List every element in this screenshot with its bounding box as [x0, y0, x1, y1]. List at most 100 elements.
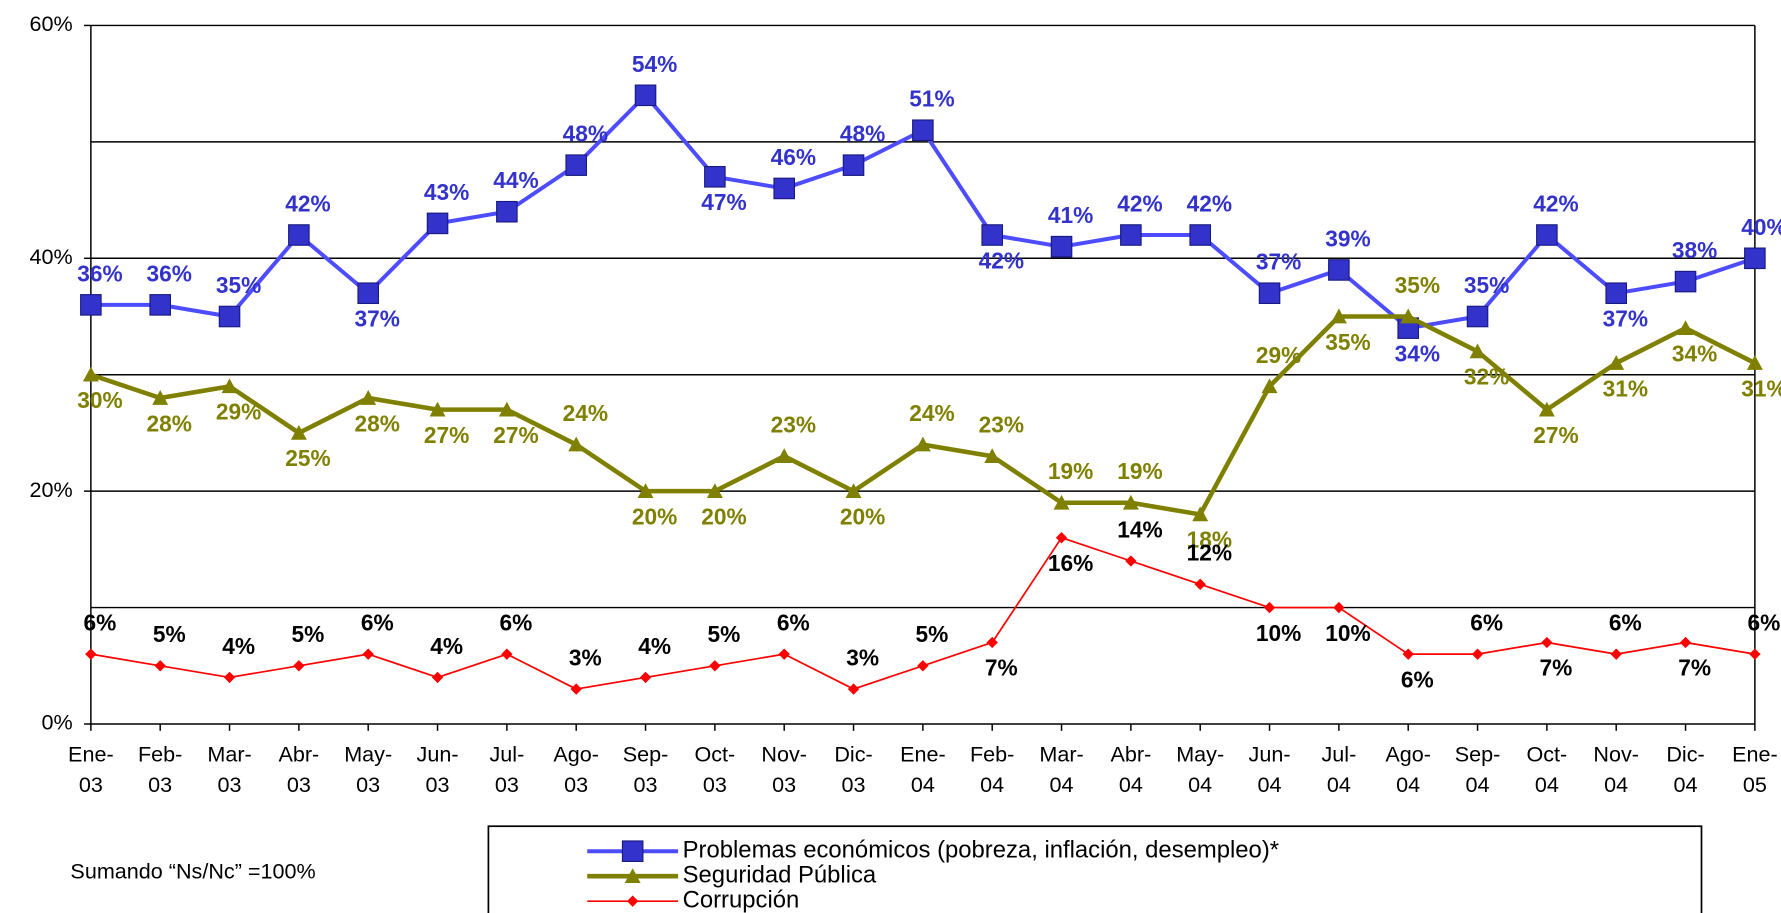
- data-label: 23%: [979, 412, 1024, 438]
- data-label: 28%: [147, 410, 192, 436]
- data-point: [773, 177, 795, 200]
- data-point: [1194, 578, 1206, 590]
- data-label: 37%: [1603, 305, 1648, 331]
- x-tick-label-box: Ene- 05: [1732, 743, 1778, 798]
- x-tick-label-box: Jul- 04: [1321, 743, 1356, 798]
- data-label: 44%: [493, 167, 538, 193]
- data-point: [1261, 378, 1278, 394]
- data-point: [1402, 648, 1414, 660]
- x-tick-label-box: Mar- 04: [1039, 743, 1083, 798]
- data-point: [704, 166, 726, 188]
- x-tick-label: May- 04: [1176, 743, 1225, 798]
- data-label: 7%: [1540, 655, 1573, 681]
- data-point: [154, 660, 166, 672]
- data-label: 43%: [424, 179, 469, 205]
- data-label: 6%: [1609, 610, 1642, 636]
- data-point: [1677, 320, 1694, 335]
- data-point: [1050, 235, 1073, 258]
- x-tick-label-box: Dic- 03: [834, 743, 873, 798]
- x-tick-label-box: Oct- 03: [694, 743, 735, 798]
- x-tick-label-box: Nov- 03: [761, 743, 807, 798]
- data-label: 18%: [1187, 527, 1232, 553]
- data-label: 10%: [1325, 620, 1370, 646]
- data-point: [1125, 555, 1137, 567]
- data-point: [634, 84, 657, 107]
- data-point: [1749, 648, 1761, 660]
- x-tick-label-box: Nov- 04: [1593, 743, 1639, 798]
- data-point: [82, 366, 99, 382]
- x-tick-label: Feb- 03: [137, 743, 183, 798]
- data-point: [149, 294, 171, 316]
- data-point: [709, 660, 721, 672]
- legend-marker: [626, 895, 639, 907]
- x-tick-label: Nov- 04: [1593, 743, 1639, 798]
- data-point: [1263, 601, 1276, 614]
- data-label: 14%: [1117, 516, 1162, 542]
- x-tick-label-box: Sep- 04: [1455, 743, 1501, 798]
- data-label: 6%: [84, 610, 117, 636]
- x-tick-label: Ene- 05: [1732, 743, 1778, 798]
- data-label: 35%: [1395, 272, 1440, 298]
- data-label: 47%: [701, 189, 746, 215]
- data-point: [1330, 308, 1347, 324]
- data-point: [429, 401, 446, 417]
- data-point: [1400, 308, 1417, 324]
- data-label: 42%: [979, 247, 1024, 273]
- x-tick-label: Dic- 03: [834, 743, 873, 798]
- data-label: 51%: [909, 86, 954, 112]
- x-tick-label-box: Jun- 03: [417, 743, 459, 798]
- data-label: 6%: [1401, 666, 1434, 692]
- data-label: 27%: [424, 422, 469, 448]
- data-point: [639, 671, 652, 684]
- data-point: [152, 390, 169, 405]
- data-point: [565, 154, 587, 176]
- data-point: [1605, 282, 1627, 305]
- x-tick-label-box: May- 04: [1176, 743, 1225, 798]
- data-point: [914, 436, 931, 452]
- data-label: 28%: [355, 410, 400, 436]
- data-point: [776, 448, 793, 464]
- data-point: [1053, 494, 1070, 510]
- legend-marker: [624, 868, 641, 884]
- x-tick-label-box: May- 03: [344, 743, 392, 798]
- data-point: [1536, 224, 1558, 246]
- data-label: 6%: [361, 610, 394, 636]
- data-point: [431, 671, 444, 684]
- data-point: [498, 401, 515, 417]
- x-tick-label-box: Feb- 03: [137, 743, 183, 798]
- data-label: 4%: [638, 633, 671, 659]
- data-label: 20%: [632, 503, 677, 529]
- data-label: 35%: [216, 272, 261, 298]
- data-point: [1471, 648, 1484, 660]
- data-label: 3%: [569, 645, 602, 671]
- data-point: [496, 200, 518, 223]
- x-tick-label: Jun- 04: [1248, 743, 1291, 798]
- data-label: 7%: [1678, 655, 1711, 681]
- data-label: 6%: [777, 610, 810, 636]
- data-label: 37%: [355, 305, 400, 331]
- x-tick-label: Jul- 03: [489, 743, 525, 798]
- data-label: 5%: [153, 621, 186, 647]
- data-point: [917, 660, 929, 672]
- x-tick-label: Nov- 03: [761, 743, 807, 798]
- data-label: 5%: [708, 621, 741, 647]
- x-tick-label-box: Sep- 03: [623, 743, 669, 798]
- x-tick-label: Mar- 03: [207, 743, 252, 798]
- data-label: 32%: [1464, 364, 1509, 390]
- y-tick-label: 40%: [29, 244, 72, 269]
- x-tick-label: Abr- 04: [1110, 743, 1152, 798]
- data-point: [1328, 259, 1350, 281]
- data-label: 54%: [632, 51, 677, 77]
- data-point: [426, 212, 449, 235]
- data-label: 34%: [1395, 340, 1440, 366]
- data-label: 4%: [430, 633, 463, 659]
- data-label: 5%: [292, 621, 325, 647]
- y-tick-label: 20%: [29, 477, 72, 502]
- data-label: 41%: [1048, 202, 1093, 228]
- x-tick-label: Abr- 03: [278, 743, 320, 798]
- data-label: 19%: [1048, 458, 1093, 484]
- data-label: 25%: [285, 445, 330, 471]
- data-point: [85, 648, 97, 660]
- data-label: 5%: [916, 621, 949, 647]
